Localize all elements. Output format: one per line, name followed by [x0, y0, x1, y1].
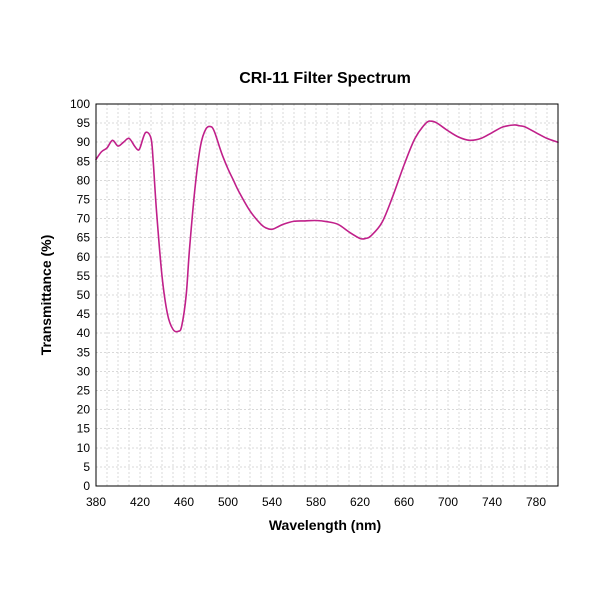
y-tick-label: 5 [83, 460, 90, 474]
y-tick-label: 85 [77, 154, 91, 168]
y-tick-label: 45 [77, 307, 91, 321]
plot-frame [95, 103, 559, 487]
y-tick-label: 60 [77, 250, 91, 264]
chart-title: CRI-11 Filter Spectrum [239, 70, 411, 87]
y-axis-ticks: 0 5 10 15 20 25 30 35 40 45 50 55 60 65 70 75 80 85 90 95 10… [70, 97, 90, 493]
y-tick-label: 15 [77, 422, 91, 436]
y-tick-label: 20 [77, 403, 91, 417]
x-tick-label: 740 [482, 495, 502, 509]
series-line-0 [95, 120, 559, 333]
y-tick-label: 30 [77, 364, 91, 378]
y-tick-label: 0 [83, 479, 90, 493]
y-tick-label: 35 [77, 345, 91, 359]
x-tick-label: 420 [130, 495, 150, 509]
grid [96, 104, 558, 486]
x-tick-label: 380 [86, 495, 106, 509]
x-tick-label: 700 [438, 495, 458, 509]
y-tick-label: 90 [77, 135, 91, 149]
y-tick-label: 65 [77, 231, 91, 245]
y-tick-label: 75 [77, 193, 91, 207]
y-tick-label: 70 [77, 212, 91, 226]
x-tick-label: 580 [306, 495, 326, 509]
x-tick-label: 540 [262, 495, 282, 509]
x-axis-ticks: 380 420 460 500 540 580 620 660 700 740 780 [86, 495, 546, 509]
y-tick-label: 40 [77, 326, 91, 340]
y-tick-label: 55 [77, 269, 91, 283]
series-layer [95, 120, 559, 333]
y-tick-label: 10 [77, 441, 91, 455]
x-tick-label: 460 [174, 495, 194, 509]
x-tick-label: 620 [350, 495, 370, 509]
x-tick-label: 500 [218, 495, 238, 509]
y-tick-label: 100 [70, 97, 90, 111]
x-tick-label: 780 [526, 495, 546, 509]
y-axis-label: Transmittance (%) [38, 235, 54, 356]
y-tick-label: 25 [77, 384, 91, 398]
y-tick-label: 50 [77, 288, 91, 302]
x-tick-label: 660 [394, 495, 414, 509]
y-tick-label: 80 [77, 173, 91, 187]
x-axis-label: Wavelength (nm) [269, 517, 381, 533]
y-tick-label: 95 [77, 116, 91, 130]
